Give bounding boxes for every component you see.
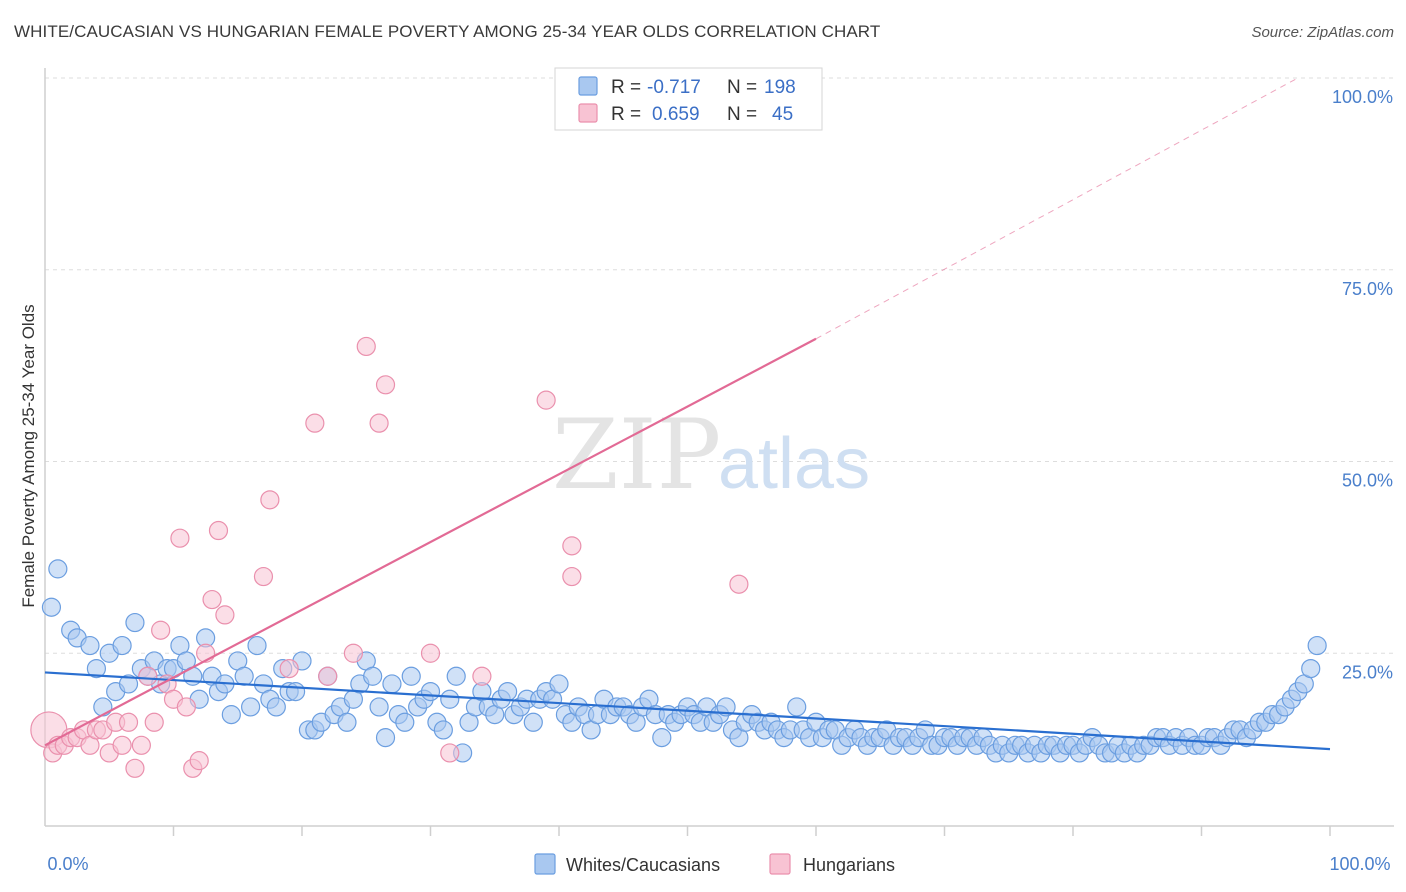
legend-r-label-whites: R = — [611, 77, 641, 98]
point-hungarians-43 — [562, 566, 582, 587]
point-whites-48 — [363, 666, 383, 686]
series-legend-swatch-whites — [534, 853, 556, 875]
point-whites-93 — [652, 728, 672, 748]
y-tick-label-50: 50.0% — [1342, 471, 1393, 491]
point-whites-114 — [787, 697, 807, 717]
point-hungarians-35 — [356, 336, 376, 357]
point-whites-103 — [716, 697, 736, 717]
point-whites-33 — [266, 697, 286, 717]
watermark-atlas: atlas — [718, 424, 870, 504]
point-whites-54 — [401, 666, 421, 686]
data-points — [30, 336, 1327, 778]
point-whites-9 — [112, 635, 132, 656]
y-tick-label-100: 100.0% — [1332, 87, 1393, 107]
point-hungarians-17 — [144, 712, 164, 732]
trend-line-hungarians — [44, 337, 817, 747]
point-hungarians-38 — [420, 643, 441, 663]
point-whites-60 — [440, 689, 460, 709]
point-whites-50 — [375, 728, 396, 748]
point-whites-1 — [48, 559, 68, 579]
point-hungarians-31 — [279, 658, 299, 679]
y-tick-labels: 25.0% 50.0% 75.0% 100.0% — [1332, 87, 1393, 682]
y-tick-label-25: 25.0% — [1342, 662, 1393, 682]
point-whites-6 — [93, 697, 113, 717]
point-hungarians-36 — [369, 413, 389, 433]
point-hungarians-33 — [318, 666, 338, 686]
point-hungarians-22 — [176, 697, 196, 717]
point-whites-4 — [80, 635, 100, 656]
point-hungarians-16 — [138, 666, 158, 686]
point-hungarians-28 — [215, 605, 235, 625]
point-hungarians-13 — [118, 712, 139, 732]
legend-n-label-whites: N = — [727, 77, 757, 98]
point-whites-30 — [247, 635, 267, 656]
series-legend-label-whites: Whites/Caucasians — [566, 855, 720, 875]
chart-source: Source: ZipAtlas.com — [1251, 24, 1394, 41]
point-whites-49 — [369, 697, 389, 717]
y-tick-label-75: 75.0% — [1342, 279, 1393, 299]
point-whites-5 — [86, 658, 107, 679]
point-whites-195 — [1307, 635, 1327, 656]
point-whites-61 — [446, 666, 466, 686]
point-hungarians-34 — [343, 643, 363, 663]
point-hungarians-32 — [305, 413, 325, 433]
point-whites-0 — [41, 597, 62, 617]
point-hungarians-29 — [253, 566, 274, 587]
legend-n-value-whites: 198 — [764, 77, 796, 98]
point-whites-44 — [337, 712, 357, 732]
series-legend: Whites/Caucasians Hungarians — [534, 853, 895, 875]
point-hungarians-27 — [208, 520, 229, 541]
point-hungarians-37 — [375, 375, 396, 395]
legend-swatch-hungarians — [578, 103, 598, 123]
series-legend-swatch-hungarians — [769, 853, 791, 875]
legend-n-label-hungarians: N = — [727, 104, 757, 125]
point-hungarians-24 — [189, 751, 209, 771]
point-whites-11 — [125, 612, 145, 633]
point-whites-69 — [498, 681, 518, 702]
point-whites-77 — [549, 674, 569, 694]
point-hungarians-15 — [131, 735, 151, 755]
point-hungarians-39 — [440, 743, 460, 763]
point-whites-53 — [395, 712, 415, 732]
series-legend-label-hungarians: Hungarians — [803, 855, 895, 875]
grid-lines — [45, 77, 1394, 654]
point-hungarians-40 — [472, 666, 492, 686]
x-tick-label-max: 100.0% — [1329, 854, 1390, 874]
x-axis-ticks — [172, 826, 1331, 836]
point-whites-73 — [523, 712, 543, 732]
chart-title: WHITE/CAUCASIAN VS HUNGARIAN FEMALE POVE… — [14, 22, 881, 41]
trend-line-extension-hungarians — [815, 77, 1299, 340]
point-whites-29 — [241, 697, 261, 717]
point-whites-36 — [285, 681, 306, 702]
legend-swatch-whites — [578, 76, 598, 96]
point-whites-10 — [118, 674, 139, 694]
legend-r-value-whites: -0.717 — [647, 77, 701, 98]
trend-lines — [44, 77, 1331, 751]
point-whites-26 — [221, 705, 241, 725]
point-hungarians-30 — [260, 490, 280, 510]
point-hungarians-44 — [729, 574, 749, 594]
point-whites-57 — [420, 681, 441, 702]
point-whites-51 — [382, 674, 402, 694]
point-whites-28 — [234, 666, 254, 686]
legend-r-label-hungarians: R = — [611, 104, 641, 125]
point-hungarians-14 — [125, 758, 145, 778]
point-hungarians-41 — [536, 390, 556, 410]
point-hungarians-21 — [170, 528, 190, 548]
point-whites-59 — [433, 720, 453, 740]
point-hungarians-12 — [112, 735, 132, 755]
legend-r-value-hungarians: 0.659 — [652, 104, 700, 125]
y-axis-label: Female Poverty Among 25-34 Year Olds — [19, 304, 38, 607]
stats-legend-box — [554, 67, 823, 131]
point-hungarians-18 — [151, 620, 171, 640]
trend-line-whites — [44, 671, 1331, 751]
watermark-zip: ZIP — [552, 399, 721, 511]
stats-legend: R = -0.717 N = 198 R = 0.659 N = 45 — [554, 67, 823, 131]
point-whites-194 — [1301, 658, 1321, 679]
legend-n-value-hungarians: 45 — [772, 104, 793, 125]
point-hungarians-42 — [562, 536, 582, 556]
x-tick-label-min: 0.0% — [47, 854, 88, 874]
point-hungarians-26 — [202, 589, 222, 610]
